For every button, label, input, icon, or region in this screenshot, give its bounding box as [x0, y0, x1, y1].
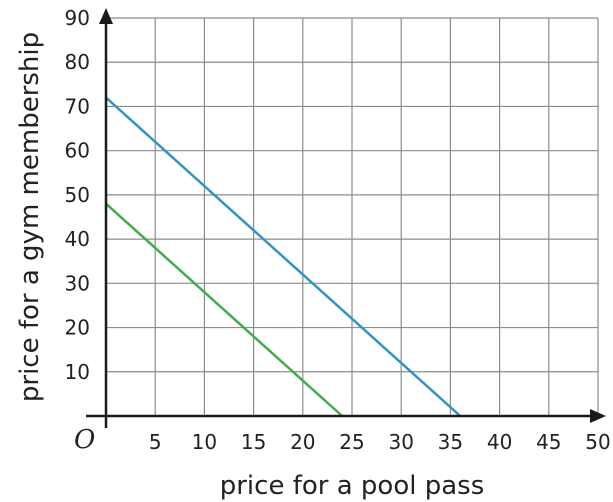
- x-tick-label-25: 25: [339, 430, 364, 454]
- y-tick-label-80: 80: [65, 50, 90, 74]
- x-axis-arrow-icon: [590, 409, 606, 423]
- origin-label: O: [74, 425, 95, 455]
- y-tick-label-90: 90: [65, 6, 90, 30]
- x-tick-label-45: 45: [536, 430, 561, 454]
- y-tick-label-50: 50: [65, 183, 90, 207]
- x-tick-label-35: 35: [438, 430, 463, 454]
- x-tick-label-40: 40: [487, 430, 512, 454]
- grid: [106, 17, 599, 416]
- x-tick-label-50: 50: [585, 430, 610, 454]
- series-line-1: [105, 96, 462, 417]
- series-layer: [105, 96, 462, 417]
- y-axis-arrow-icon: [99, 8, 113, 24]
- y-tick-label-20: 20: [65, 316, 90, 340]
- y-tick-label-10: 10: [65, 360, 90, 384]
- y-tick-label-70: 70: [65, 94, 90, 118]
- tick-labels: 5 10 15 20 25 30 35 40 45 50 10 20 30 40 50 60 70 80 90: [65, 6, 611, 454]
- x-tick-label-20: 20: [290, 430, 315, 454]
- axes: [86, 8, 606, 428]
- x-axis-label: price for a pool pass: [220, 471, 485, 501]
- x-tick-label-10: 10: [192, 430, 217, 454]
- y-tick-label-60: 60: [65, 139, 90, 163]
- y-tick-label-40: 40: [65, 227, 90, 251]
- x-tick-label-15: 15: [241, 430, 266, 454]
- y-tick-label-30: 30: [65, 271, 90, 295]
- y-axis-label: price for a gym membership: [15, 32, 45, 402]
- x-tick-label-5: 5: [149, 430, 162, 454]
- x-tick-label-30: 30: [388, 430, 413, 454]
- series-line-2: [105, 202, 343, 417]
